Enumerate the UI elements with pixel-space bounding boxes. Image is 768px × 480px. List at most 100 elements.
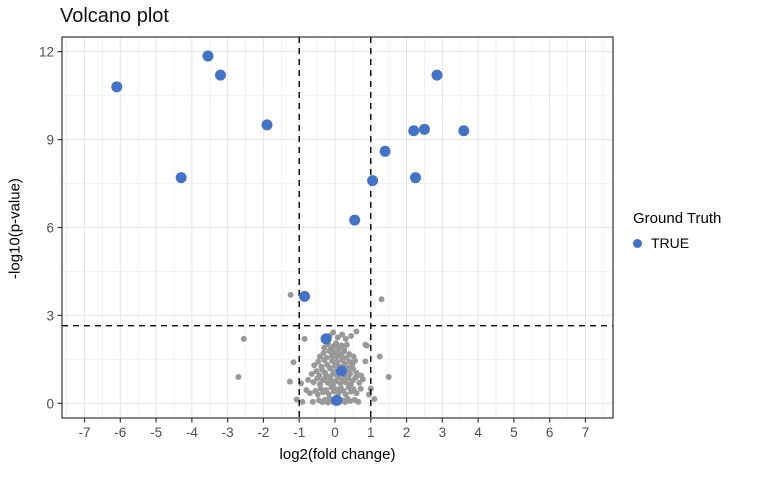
data-point-background xyxy=(376,353,383,360)
legend-title: Ground Truth xyxy=(633,210,722,227)
x-tick-label: -3 xyxy=(222,425,234,440)
data-point-background xyxy=(320,349,327,356)
data-point-background xyxy=(303,387,310,394)
data-point-background xyxy=(342,335,349,342)
data-point-true xyxy=(409,172,421,184)
data-point-background xyxy=(339,331,346,338)
x-tick-label: 1 xyxy=(367,425,375,440)
data-point-background xyxy=(330,329,337,336)
y-tick-label: 9 xyxy=(46,133,54,148)
data-point-background xyxy=(334,334,341,341)
data-point-background xyxy=(318,363,325,370)
data-point-background xyxy=(357,385,364,392)
data-point-true xyxy=(261,119,273,131)
data-point-background xyxy=(325,390,332,397)
data-point-background xyxy=(334,359,341,366)
data-point-true xyxy=(215,69,227,81)
data-point-background xyxy=(350,353,357,360)
data-point-background xyxy=(348,332,355,339)
data-point-background xyxy=(329,357,336,364)
data-point-background xyxy=(299,398,306,405)
plot-title: Volcano plot xyxy=(60,5,169,27)
data-point-background xyxy=(316,372,323,379)
x-tick-label: -2 xyxy=(257,425,269,440)
data-point-background xyxy=(308,371,315,378)
x-tick-label: 4 xyxy=(474,425,482,440)
data-point-background xyxy=(362,358,369,365)
data-point-true xyxy=(331,394,343,406)
data-point-background xyxy=(293,396,300,403)
x-tick-label: 0 xyxy=(331,425,339,440)
y-tick-label: 12 xyxy=(39,45,54,60)
data-point-background xyxy=(358,372,365,379)
data-point-background xyxy=(353,328,360,335)
legend: Ground Truth TRUE xyxy=(633,210,721,251)
data-point-background xyxy=(240,335,247,342)
x-tick-label: -7 xyxy=(79,425,91,440)
data-point-background xyxy=(371,395,378,402)
data-point-background xyxy=(362,341,369,348)
legend-point-icon xyxy=(633,238,642,248)
data-point-background xyxy=(323,354,330,361)
data-point-true xyxy=(418,123,430,135)
data-point-background xyxy=(235,373,242,380)
legend-item-label: TRUE xyxy=(651,235,690,251)
data-point-true xyxy=(379,145,391,157)
x-tick-label: 7 xyxy=(582,425,590,440)
x-tick-label: -1 xyxy=(293,425,305,440)
data-point-background xyxy=(309,398,316,405)
data-point-true xyxy=(299,290,311,302)
data-point-true xyxy=(408,125,420,137)
x-tick-label: 6 xyxy=(546,425,554,440)
data-point-true xyxy=(111,81,123,93)
data-point-background xyxy=(286,378,293,385)
data-point-background xyxy=(311,362,318,369)
x-axis-title: log2(fold change) xyxy=(279,446,396,463)
data-point-background xyxy=(353,390,360,397)
data-point-background xyxy=(347,371,354,378)
data-point-background xyxy=(301,335,308,342)
data-point-background xyxy=(352,374,359,381)
data-point-background xyxy=(353,369,360,376)
data-point-background xyxy=(340,346,347,353)
data-point-true xyxy=(458,125,470,137)
data-point-true xyxy=(202,50,214,62)
data-point-background xyxy=(385,373,392,380)
x-tick-label: -5 xyxy=(150,425,162,440)
data-point-background xyxy=(287,291,294,298)
data-point-background xyxy=(367,385,374,392)
data-point-background xyxy=(315,358,322,365)
data-point-background xyxy=(290,359,297,366)
y-tick-label: 0 xyxy=(46,396,54,411)
data-point-background xyxy=(342,391,349,398)
x-tick-label: -6 xyxy=(114,425,126,440)
x-tick-label: 5 xyxy=(510,425,518,440)
data-point-true xyxy=(431,69,443,81)
x-tick-label: 2 xyxy=(403,425,411,440)
data-point-background xyxy=(378,296,385,303)
y-axis-title: -log10(p-value) xyxy=(6,178,24,279)
data-point-background xyxy=(347,398,354,405)
data-point-true xyxy=(367,175,379,187)
data-point-background xyxy=(343,341,350,348)
legend-item-true: TRUE xyxy=(633,235,721,251)
y-tick-label: 3 xyxy=(46,308,54,323)
x-tick-label: 3 xyxy=(439,425,447,440)
x-tick-label: -4 xyxy=(186,425,198,440)
y-tick-label: 6 xyxy=(46,221,54,236)
data-point-background xyxy=(314,391,321,398)
data-point-background xyxy=(324,373,331,380)
data-point-background xyxy=(333,340,340,347)
data-point-true xyxy=(175,172,187,184)
data-point-background xyxy=(326,364,333,371)
data-point-true xyxy=(320,333,332,345)
data-point-background xyxy=(355,398,362,405)
data-point-true xyxy=(349,214,361,226)
data-point-background xyxy=(338,352,345,359)
data-point-background xyxy=(335,390,342,397)
data-point-background xyxy=(310,379,317,386)
data-point-background xyxy=(313,368,320,375)
data-point-true xyxy=(335,365,347,377)
